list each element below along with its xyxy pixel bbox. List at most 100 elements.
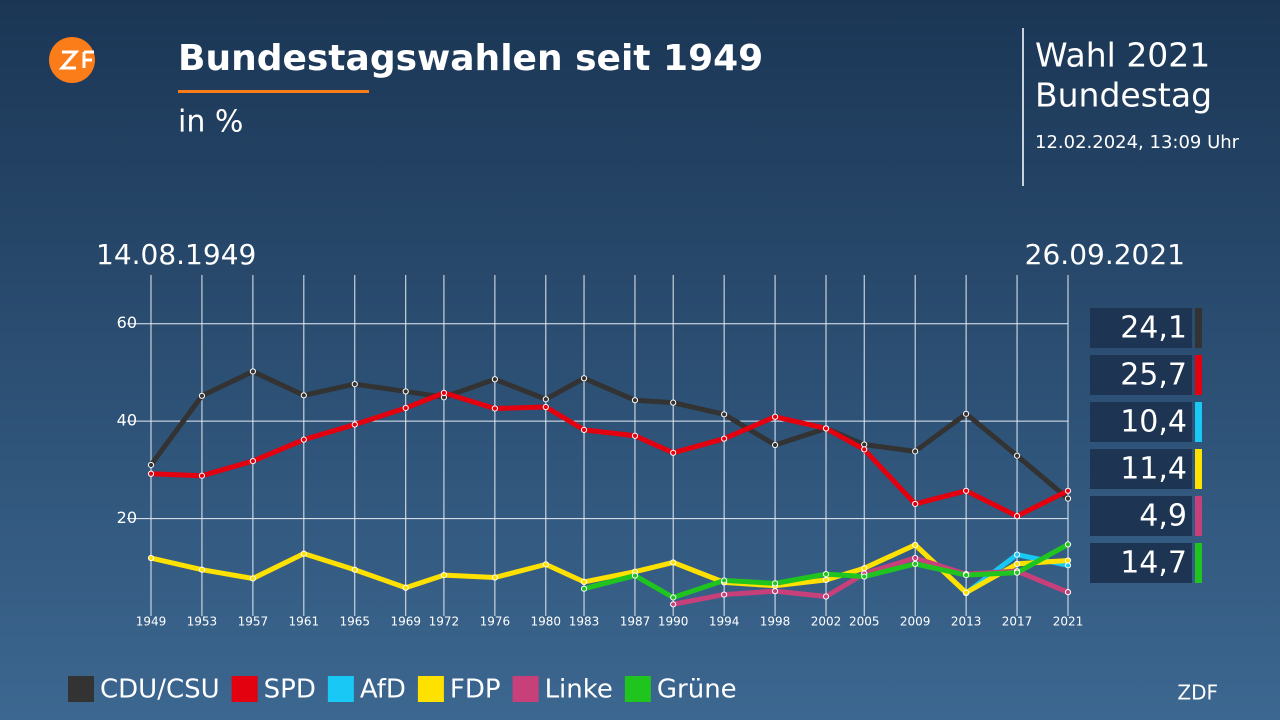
x-tick-label: 2013 (951, 615, 982, 629)
point (912, 448, 919, 455)
value-box-color (1195, 496, 1202, 536)
legend-label: Grüne (657, 675, 737, 705)
point (721, 591, 728, 598)
legend-swatch (327, 676, 354, 702)
y-tick-label: 20 (117, 508, 137, 527)
series-line (150, 542, 1069, 596)
x-tick-label: 1969 (390, 615, 421, 629)
point (771, 580, 779, 587)
value-label: 4,9 (1139, 499, 1187, 534)
point (912, 541, 919, 548)
point (912, 560, 919, 567)
end-date: 26.09.2021 (1025, 238, 1185, 271)
point (963, 571, 970, 579)
side-title: Wahl 2021 (1035, 36, 1210, 75)
point (1013, 569, 1021, 576)
point (249, 368, 256, 375)
point (631, 397, 639, 404)
point (721, 435, 728, 442)
x-tick-label: 2021 (1053, 615, 1084, 629)
point (631, 572, 639, 579)
point (147, 470, 155, 477)
x-tick-label: 1998 (760, 615, 791, 629)
x-tick-label: 2009 (900, 615, 931, 629)
value-label: 14,7 (1120, 546, 1187, 581)
value-box (1090, 543, 1192, 583)
point (963, 487, 970, 494)
point (861, 565, 868, 572)
point (912, 500, 919, 508)
point (249, 575, 256, 582)
x-tick-label: 1949 (136, 615, 167, 629)
side-title: Bundestag (1035, 76, 1212, 115)
point (300, 550, 307, 557)
y-tick-label: 40 (117, 411, 137, 430)
point (580, 426, 588, 434)
value-box (1090, 402, 1192, 442)
legend-swatch (68, 676, 94, 702)
point (963, 589, 970, 596)
point (351, 566, 358, 573)
point (963, 410, 970, 417)
divider (1022, 28, 1024, 186)
legend-label: FDP (450, 675, 501, 705)
legend-label: CDU/CSU (100, 675, 220, 705)
point (1013, 560, 1021, 567)
point (147, 554, 155, 562)
point (402, 584, 409, 591)
y-tick-label: 60 (117, 313, 137, 332)
value-box (1090, 449, 1192, 489)
x-tick-label: 1965 (340, 615, 371, 629)
point (249, 457, 256, 465)
point (822, 425, 830, 432)
point (147, 461, 155, 469)
point (580, 578, 588, 586)
point (351, 381, 358, 388)
point (542, 396, 549, 403)
x-tick-label: 2002 (811, 615, 842, 629)
point (491, 574, 498, 581)
value-label: 24,1 (1120, 311, 1187, 346)
point (300, 436, 307, 443)
value-box (1090, 355, 1192, 395)
x-tick-label: 1961 (289, 615, 320, 629)
legend-label: Linke (545, 675, 613, 705)
legend-label: SPD (264, 675, 316, 705)
value-label: 25,7 (1120, 358, 1187, 393)
point (402, 404, 409, 412)
point (771, 413, 779, 420)
point (670, 559, 677, 566)
point (1013, 551, 1021, 558)
logo-circle (49, 37, 95, 83)
legend-label: AfD (360, 675, 406, 705)
x-tick-label: 1976 (480, 615, 511, 629)
start-date: 14.08.1949 (96, 238, 256, 271)
point (721, 411, 728, 418)
value-label: 11,4 (1120, 452, 1187, 487)
point (861, 573, 868, 580)
logo (49, 37, 95, 83)
point (542, 403, 549, 411)
legend-swatch (512, 676, 539, 702)
chart-subtitle: in % (178, 105, 243, 140)
x-tick-label: 1990 (658, 615, 689, 629)
point (1064, 495, 1072, 502)
point (1064, 487, 1072, 494)
logo-mark (58, 50, 94, 70)
point (1013, 513, 1021, 520)
timestamp: 12.02.2024, 13:09 Uhr (1035, 132, 1240, 153)
point (822, 593, 830, 600)
point (198, 392, 206, 399)
value-label: 10,4 (1120, 405, 1187, 440)
point (670, 449, 677, 456)
legend-swatch (417, 676, 444, 702)
footer: ZDF (1177, 681, 1218, 705)
point (1013, 452, 1021, 459)
point (198, 566, 206, 573)
point (580, 585, 588, 592)
point (300, 392, 307, 399)
point (1064, 541, 1072, 548)
point (670, 594, 677, 601)
